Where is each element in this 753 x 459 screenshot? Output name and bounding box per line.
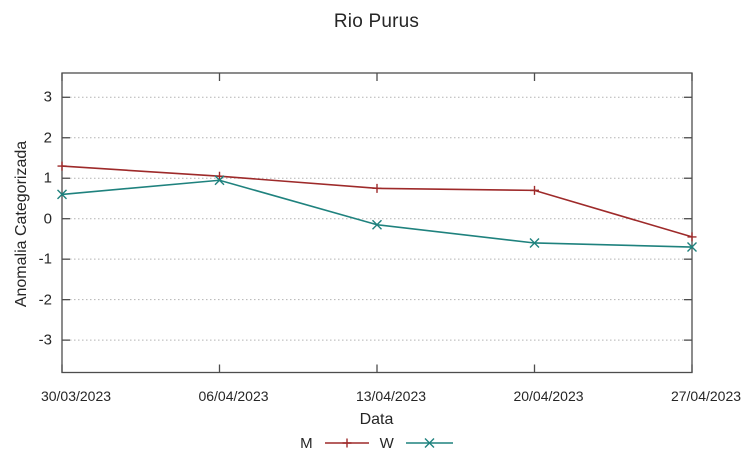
- data-point-marker-m: [372, 183, 382, 193]
- y-tick-label: 0: [43, 210, 52, 228]
- y-tick-label: 3: [43, 88, 52, 106]
- legend: M W: [0, 433, 753, 453]
- legend-sample-marker: [424, 438, 435, 448]
- series-line-m: [61, 165, 693, 238]
- x-tick-label: 06/04/2023: [198, 388, 269, 404]
- data-point-marker-w: [529, 237, 540, 248]
- legend-sample-marker: [342, 438, 352, 448]
- y-tick-label: -2: [38, 291, 52, 309]
- data-point-marker-m: [687, 232, 697, 242]
- data-point-marker-m: [530, 185, 539, 195]
- x-tick-label: 20/04/2023: [513, 388, 584, 404]
- x-tick-label: 27/04/2023: [670, 388, 742, 404]
- data-point-marker-w: [214, 175, 225, 186]
- data-point-marker-w: [372, 219, 382, 230]
- x-tick-label: 30/03/2023: [40, 388, 112, 404]
- y-tick-label: -1: [38, 250, 52, 268]
- data-point-marker-w: [687, 242, 697, 253]
- data-point-marker-m: [57, 161, 67, 171]
- legend-label-w: W: [379, 434, 394, 452]
- data-point-marker-m: [215, 171, 224, 181]
- legend-line-sample-m: [324, 438, 369, 448]
- x-axis-label: Data: [359, 411, 394, 428]
- y-tick-label: 1: [43, 169, 52, 187]
- data-point-marker-w: [57, 189, 67, 200]
- legend-line-sample-w: [405, 438, 453, 448]
- plot-border: [61, 72, 693, 374]
- legend-entry-w: W: [380, 435, 453, 452]
- legend-entry-m: M: [300, 435, 369, 452]
- y-tick-label: 2: [43, 129, 52, 147]
- legend-label-m: M: [300, 434, 313, 452]
- x-tick-label: 13/04/2023: [355, 388, 427, 404]
- y-tick-label: -3: [38, 331, 52, 349]
- chart-title: Rio Purus: [333, 11, 420, 32]
